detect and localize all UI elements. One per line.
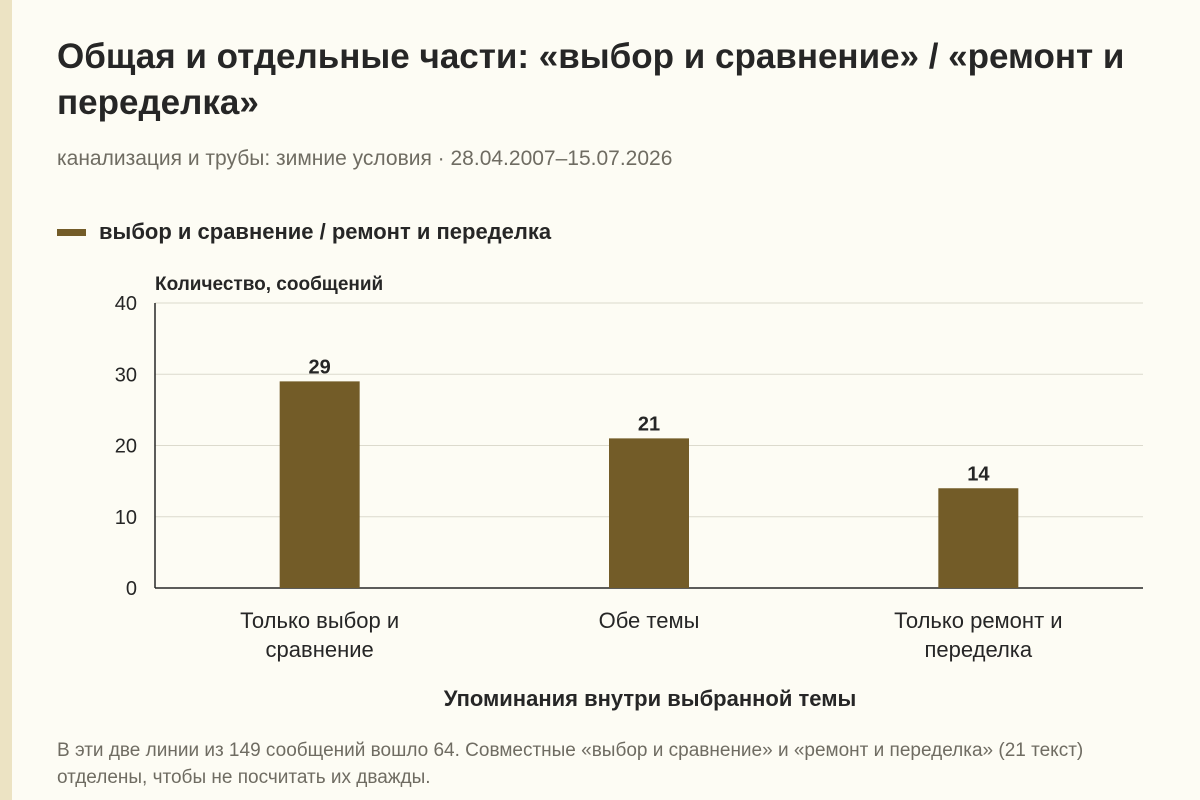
side-accent-stripe — [0, 0, 12, 800]
x-tick-label: Только ремонт и переделка — [894, 608, 1062, 662]
bar — [279, 381, 360, 588]
y-tick-label: 20 — [115, 436, 137, 458]
bar — [938, 488, 1019, 588]
x-axis-title: Упоминания внутри выбранной темы — [443, 686, 857, 711]
chart-subtitle: канализация и трубы: зимние условия · 28… — [57, 147, 673, 170]
y-tick-label: 30 — [115, 364, 137, 386]
x-tick-label: Только выбор и сравнение — [240, 608, 399, 662]
bar — [609, 438, 689, 588]
legend-label: выбор и сравнение / ремонт и переделка — [99, 219, 552, 244]
chart-title: Общая и отдельные части: «выбор и сравне… — [57, 37, 1125, 122]
chart-legend: выбор и сравнение / ремонт и переделка — [57, 219, 551, 245]
y-tick-label: 0 — [126, 578, 137, 600]
data-label: 21 — [638, 413, 660, 435]
y-tick-label: 40 — [115, 293, 137, 315]
legend-swatch — [57, 228, 86, 236]
footnote: В эти две линии из 149 сообщений вошло 6… — [57, 740, 1084, 788]
data-label: 29 — [309, 356, 331, 378]
data-label: 14 — [967, 463, 990, 485]
x-tick-label: Обе темы — [599, 608, 700, 633]
y-axis-title: Количество, сообщений — [155, 274, 384, 295]
y-tick-label: 10 — [115, 507, 137, 529]
